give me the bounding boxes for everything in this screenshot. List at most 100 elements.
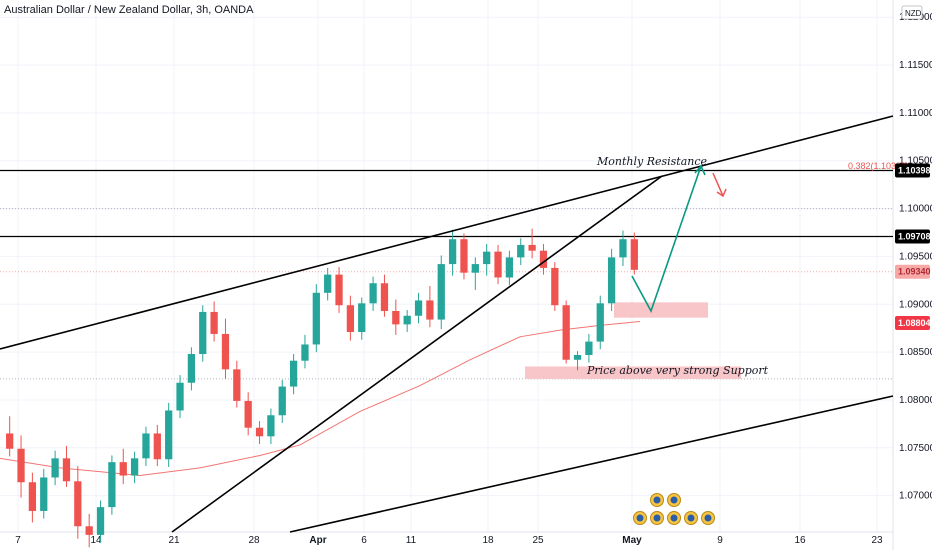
candle-body <box>17 448 25 483</box>
candle-body <box>494 251 502 278</box>
y-tick-label: 1.08000 <box>899 395 932 406</box>
candle-body <box>74 481 82 527</box>
candle-body <box>278 386 286 416</box>
candle-body <box>301 344 309 361</box>
candle-body <box>199 311 207 355</box>
candle-body <box>573 354 582 360</box>
x-tick-label: 7 <box>15 535 21 546</box>
x-tick-label: 16 <box>794 535 806 546</box>
candle-body <box>414 300 423 316</box>
candle-body <box>312 292 320 345</box>
support-annotation: Price above very strong Support <box>586 364 769 377</box>
price-tag <box>895 264 930 279</box>
candle-body <box>85 526 93 535</box>
price-tag-label: 1.08804 <box>898 318 931 328</box>
resistance-annotation: Monthly Resistance <box>596 155 708 168</box>
projection-path <box>631 165 702 313</box>
upper-trendline <box>0 115 894 350</box>
candle-body <box>335 274 343 306</box>
y-tick-label: 1.11000 <box>899 108 932 119</box>
candle-body <box>607 257 616 304</box>
avatar-icon-inner <box>653 514 661 522</box>
candle-body <box>210 311 218 334</box>
candle-body <box>165 410 173 460</box>
x-tick-label: 21 <box>168 535 180 546</box>
candle-body <box>380 283 389 311</box>
candle-body <box>551 267 559 306</box>
x-tick-label: 28 <box>248 535 260 546</box>
candle-body <box>153 433 161 460</box>
chart-title: Australian Dollar / New Zealand Dollar, … <box>4 4 254 16</box>
avatar-icon-inner <box>636 514 644 522</box>
y-tick-label: 1.09500 <box>899 251 932 262</box>
candle-body <box>483 251 491 265</box>
candle-body <box>244 400 252 428</box>
avatar-icon-inner <box>704 514 712 522</box>
price-tag <box>895 163 930 178</box>
candle-body <box>630 239 638 270</box>
candle-body <box>437 264 445 320</box>
candle-body <box>392 310 400 325</box>
currency-badge <box>901 5 923 20</box>
y-tick-label: 1.09000 <box>899 299 932 310</box>
candle-body <box>505 257 514 278</box>
candle-body <box>40 477 48 511</box>
x-tick-label: 11 <box>406 535 417 546</box>
candle-body <box>619 239 627 258</box>
candle-body <box>51 458 59 478</box>
y-tick-label: 1.11500 <box>899 60 932 71</box>
candle-body <box>62 458 71 482</box>
avatar-icon-inner <box>653 496 661 504</box>
candle-body <box>108 462 116 508</box>
x-tick-label: May <box>622 535 642 546</box>
candle-body <box>289 360 298 387</box>
avatar-icon-inner <box>670 496 678 504</box>
x-tick-label: 14 <box>90 535 102 546</box>
support-zone <box>525 366 741 379</box>
candle-body <box>369 283 377 304</box>
price-tag-label: 1.09708 <box>898 232 931 242</box>
price-tag <box>895 316 930 331</box>
zone-box <box>614 302 708 318</box>
rising-trendline <box>171 175 663 533</box>
x-tick-label: 18 <box>482 535 494 546</box>
candle-body <box>562 305 570 360</box>
price-tag-label: 1.09340 <box>898 267 931 277</box>
candle-body <box>6 433 14 449</box>
y-tick-label: 1.10500 <box>899 156 932 167</box>
candle-body <box>96 507 105 535</box>
projection-arrowhead <box>694 164 706 176</box>
reversal-arrowhead <box>716 188 727 198</box>
x-tick-label: Apr <box>309 535 326 546</box>
avatar-icon-inner <box>687 514 695 522</box>
candle-body <box>528 244 536 251</box>
candle-body <box>426 300 434 320</box>
x-tick-label: 6 <box>361 535 367 546</box>
x-tick-label: 23 <box>871 535 883 546</box>
x-tick-label: 9 <box>717 535 723 546</box>
candle-body <box>255 427 264 437</box>
x-tick-label: 25 <box>532 535 544 546</box>
y-tick-label: 1.07500 <box>899 443 932 454</box>
candle-body <box>119 462 127 476</box>
candle-body <box>324 274 332 293</box>
avatar-icon-inner <box>670 514 678 522</box>
reversal-arrow <box>712 172 724 197</box>
candle-body <box>460 239 468 273</box>
candle-body <box>471 264 479 273</box>
price-tag-label: 1.10398 <box>898 166 931 176</box>
candle-body <box>585 341 593 355</box>
lower-channel-line <box>289 395 894 533</box>
candle-body <box>539 250 548 268</box>
candle-body <box>403 315 411 325</box>
currency-label: NZD <box>905 9 922 18</box>
candle-body <box>358 303 366 333</box>
candle-body <box>233 369 241 401</box>
candle-body <box>176 382 184 411</box>
candle-body <box>596 303 604 342</box>
candle-body <box>142 433 150 459</box>
candle-body <box>130 458 139 476</box>
y-tick-label: 1.07000 <box>899 491 932 502</box>
fib-label: 0.382(1.10392) <box>848 161 909 171</box>
